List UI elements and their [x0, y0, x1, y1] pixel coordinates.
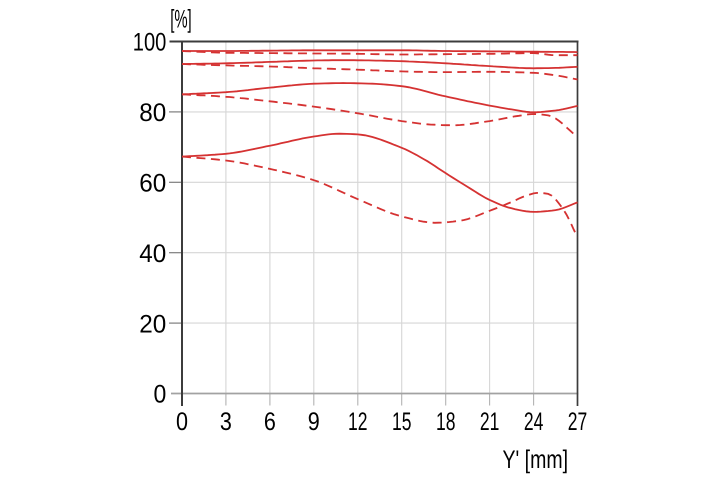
svg-text:18: 18 — [436, 408, 456, 436]
svg-text:40: 40 — [139, 240, 166, 268]
svg-text:3: 3 — [220, 408, 232, 436]
svg-text:20: 20 — [139, 310, 166, 338]
svg-text:100: 100 — [133, 29, 167, 57]
svg-text:[%]: [%] — [170, 6, 192, 34]
svg-text:60: 60 — [139, 170, 166, 198]
svg-text:24: 24 — [524, 408, 544, 436]
svg-text:0: 0 — [154, 381, 167, 409]
svg-text:27: 27 — [568, 408, 588, 436]
svg-text:0: 0 — [176, 408, 188, 436]
svg-text:15: 15 — [392, 408, 412, 436]
svg-text:12: 12 — [348, 408, 368, 436]
svg-text:80: 80 — [139, 99, 166, 127]
svg-text:21: 21 — [480, 408, 500, 436]
svg-text:9: 9 — [308, 408, 320, 436]
svg-text:6: 6 — [264, 408, 276, 436]
svg-text:Y' [mm]: Y' [mm] — [503, 446, 569, 474]
